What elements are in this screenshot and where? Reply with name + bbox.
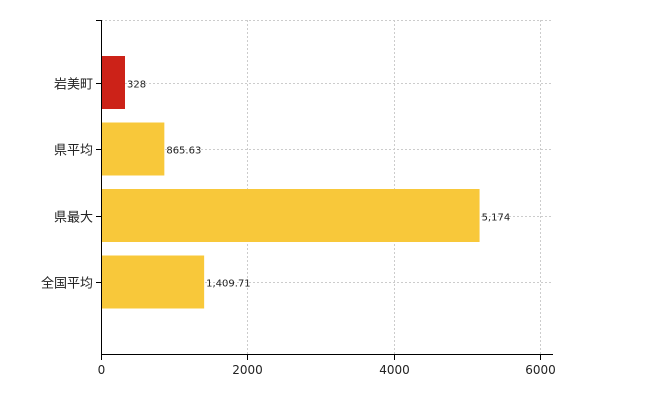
data-label: 5,174	[482, 213, 511, 224]
x-tick-label: 6000	[525, 363, 556, 377]
labels: 0 2000 4000 6000 岩美町 328 県平均 865.63 県最大 5,174 全国平均…	[41, 78, 556, 378]
data-label: 865.63	[166, 146, 201, 157]
bar-4	[102, 255, 205, 309]
data-label: 1,409.71	[206, 279, 251, 290]
x-tick-label: 4000	[379, 363, 410, 377]
category-label: 県平均	[54, 144, 93, 159]
x-tick-label: 0	[98, 363, 106, 377]
axes	[96, 20, 553, 360]
category-label: 県最大	[54, 211, 93, 226]
bar-1	[102, 56, 125, 109]
bar-2	[102, 122, 165, 176]
bars	[102, 56, 480, 309]
category-label: 全国平均	[41, 276, 93, 292]
x-tick-label: 2000	[232, 363, 263, 377]
bar-3	[102, 189, 480, 242]
data-label: 328	[127, 80, 146, 91]
category-label: 岩美町	[54, 78, 93, 93]
